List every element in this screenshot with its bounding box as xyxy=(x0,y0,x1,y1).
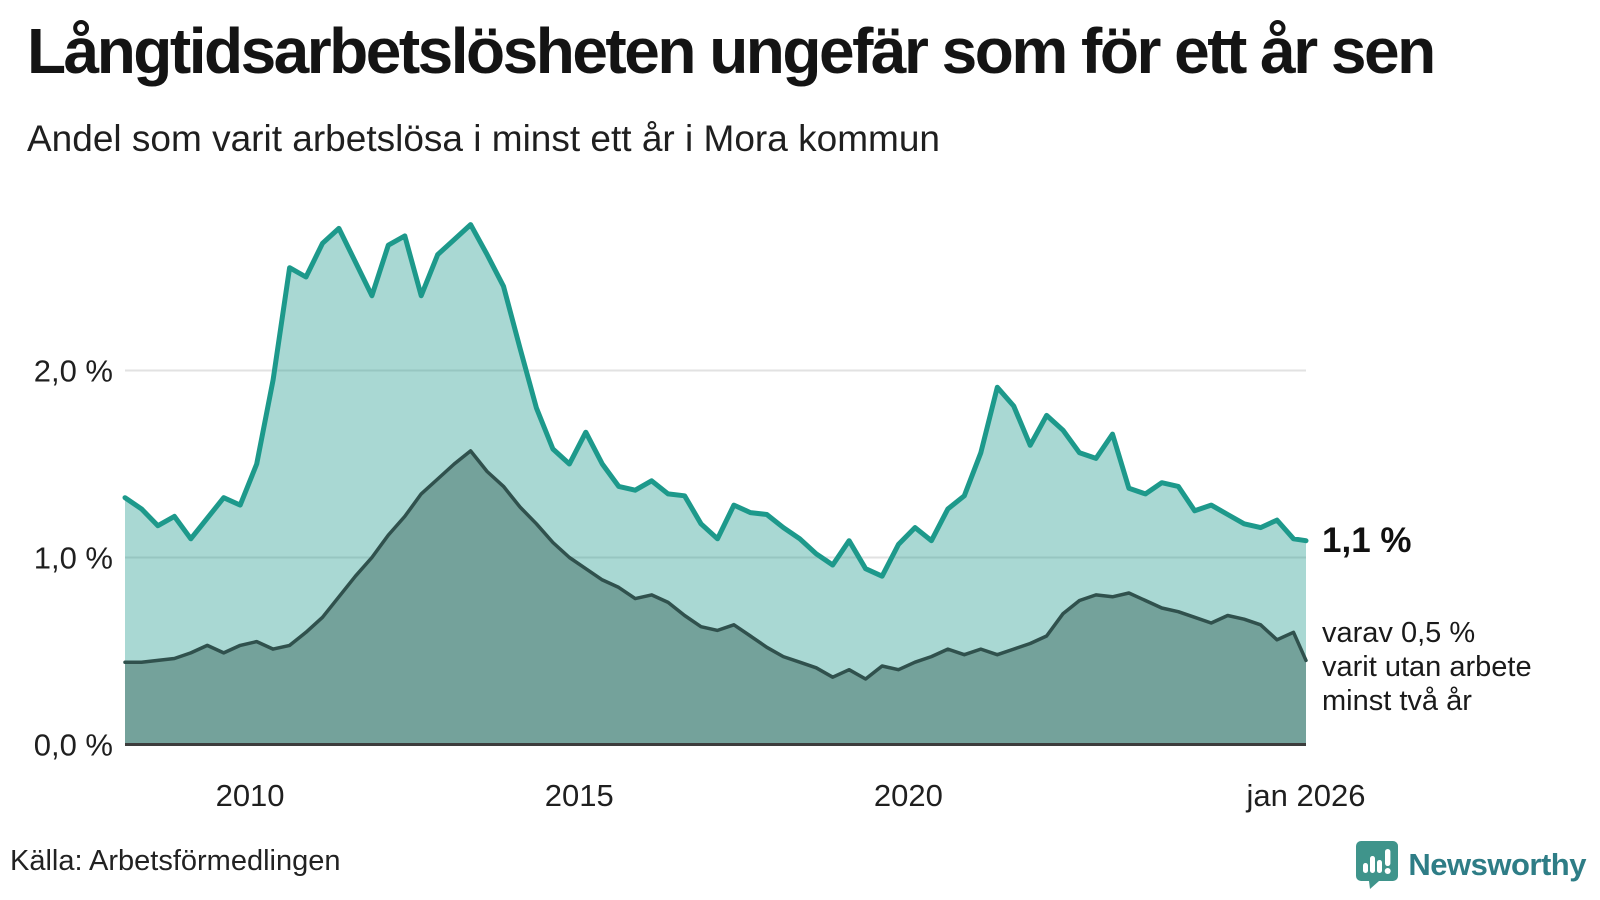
page-subtitle: Andel som varit arbetslösa i minst ett å… xyxy=(27,118,940,159)
end-sub-line-3: minst två år xyxy=(1322,685,1472,717)
newsworthy-logo-icon xyxy=(1356,841,1399,889)
series-area-2 xyxy=(125,450,1306,745)
end-sub-line-1: varav 0,5 % xyxy=(1322,617,1476,649)
newsworthy-wordmark: Newsworthy xyxy=(1408,847,1586,882)
x-tick-label: 2010 xyxy=(216,778,285,813)
newsworthy-logo: Newsworthy xyxy=(1355,840,1586,890)
source-note: Källa: Arbetsförmedlingen xyxy=(10,845,341,877)
series-line-2 xyxy=(123,449,1308,681)
series-line-1 xyxy=(122,222,1309,579)
x-tick-label: 2020 xyxy=(874,778,943,813)
x-tick-label: 2015 xyxy=(545,778,614,813)
end-sub-annotation: varav 0,5 % varit utan arbete minst två … xyxy=(1322,616,1532,718)
end-sub-line-2: varit utan arbete xyxy=(1322,651,1532,683)
y-tick-label: 2,0 % xyxy=(34,354,113,389)
page-title: Långtidsarbetslösheten ungefär som för e… xyxy=(27,15,1436,87)
end-value-label: 1,1 % xyxy=(1322,521,1412,560)
y-tick-label: 0,0 % xyxy=(34,728,113,763)
y-tick-label: 1,0 % xyxy=(34,541,113,576)
x-tick-label: jan 2026 xyxy=(1246,778,1366,813)
